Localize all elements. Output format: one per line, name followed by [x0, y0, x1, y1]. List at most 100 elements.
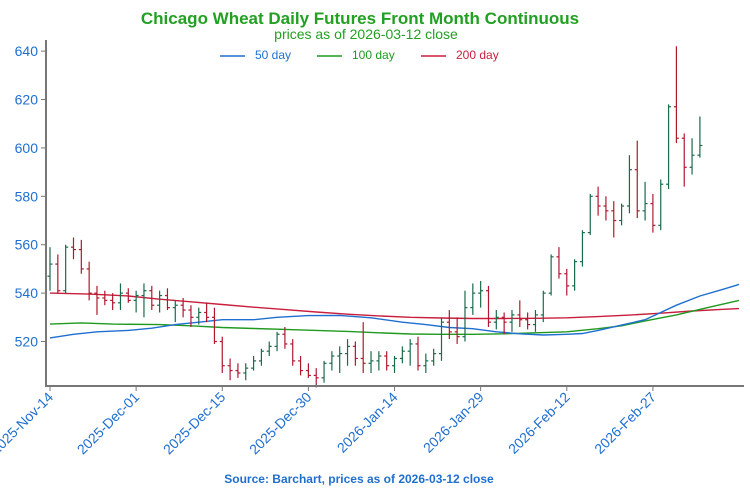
legend-label-100-day: 100 day: [352, 48, 395, 62]
ohlc-bar: [329, 351, 335, 371]
legend-label-200-day: 200 day: [456, 48, 499, 62]
ohlc-bar: [94, 285, 100, 315]
ohlc-bar: [587, 193, 593, 236]
ohlc-bar: [78, 239, 84, 274]
ohlc-bar: [55, 254, 61, 294]
x-tick-label: 2025-Nov-14: [0, 389, 56, 458]
ohlc-bar: [219, 336, 225, 373]
ohlc-bar: [251, 356, 257, 371]
ohlc-bar: [439, 317, 444, 361]
ohlc-bar: [305, 363, 311, 378]
ohlc-bar: [133, 290, 139, 313]
ohlc-bar: [407, 339, 413, 366]
ohlc-bar: [282, 327, 288, 349]
ohlc-bar: [689, 138, 695, 175]
ohlc-bar: [415, 336, 421, 371]
ohlc-bar: [63, 244, 69, 294]
ohlc-bar: [595, 186, 601, 216]
ohlc-bar: [188, 305, 194, 327]
ohlc-bar: [274, 331, 280, 352]
ohlc-bar: [525, 312, 531, 330]
chart-title: Chicago Wheat Daily Futures Front Month …: [141, 9, 579, 28]
ohlc-bar: [399, 346, 405, 364]
ohlc-bar: [117, 283, 123, 311]
legend-label-50-day: 50 day: [255, 48, 291, 62]
x-tick-label: 2026-Feb-12: [505, 389, 573, 457]
ohlc-bar: [579, 230, 585, 267]
legend: 50 day 100 day 200 day: [220, 48, 499, 62]
y-tick-label: 540: [15, 285, 39, 301]
ohlc-bar: [392, 356, 398, 373]
ohlc-bar: [313, 368, 319, 388]
ohlc-bar: [266, 341, 272, 357]
ohlc-bar: [384, 351, 390, 371]
ohlc-bar: [493, 310, 499, 330]
ohlc-bar: [86, 261, 92, 301]
ohlc-bar: [227, 358, 233, 381]
x-tick-label: 2026-Feb-27: [591, 389, 659, 457]
ohlc-bar: [149, 285, 155, 311]
ohlc-bar: [501, 312, 507, 335]
ohlc-bar: [548, 254, 554, 296]
ohlc-bar: [337, 346, 343, 373]
ohlc-bar: [345, 339, 351, 366]
ohlc-bar: [298, 356, 304, 376]
ohlc-bar: [110, 293, 116, 311]
ohlc-bar: [102, 290, 108, 306]
ohlc-bar: [196, 307, 202, 325]
line-200-day: [49, 292, 740, 320]
moving-average-lines: [49, 283, 740, 339]
ohlc-bar: [360, 322, 366, 373]
ohlc-bar: [454, 317, 460, 344]
ohlc-bar: [642, 181, 648, 221]
y-tick-label: 600: [15, 140, 39, 156]
chart-source: Source: Barchart, prices as of 2026-03-1…: [224, 472, 494, 486]
ohlc-bar: [446, 310, 452, 340]
y-tick-label: 580: [15, 188, 39, 204]
ohlc-bar: [611, 201, 617, 238]
ohlc-bar: [532, 310, 538, 332]
ohlc-bar: [540, 290, 546, 323]
ohlc-bar: [157, 290, 163, 313]
ohlc-bar: [47, 247, 53, 291]
x-tick-label: 2026-Jan-29: [420, 389, 487, 456]
y-axis-ticks: 520 540 560 580 600 620 640: [15, 43, 46, 350]
ohlc-bar: [321, 360, 327, 383]
ohlc-bar: [290, 339, 296, 366]
ohlc-bar: [556, 247, 562, 279]
ohlc-bar: [478, 281, 484, 308]
x-tick-label: 2025-Dec-15: [160, 389, 229, 458]
ohlc-bar: [634, 140, 640, 219]
y-tick-label: 560: [15, 237, 39, 253]
ohlc-bar: [352, 341, 358, 366]
ohlc-bar: [470, 283, 476, 315]
ohlc-bar: [697, 116, 703, 158]
line-100-day: [49, 299, 740, 335]
ohlc-bar: [650, 193, 656, 233]
x-tick-label: 2026-Jan-14: [334, 389, 401, 456]
ohlc-bar: [619, 203, 625, 226]
ohlc-bar: [431, 348, 437, 366]
ohlc-bar: [517, 300, 523, 327]
ohlc-bar: [681, 133, 687, 187]
y-tick-label: 640: [15, 43, 39, 59]
ohlc-bar: [626, 155, 632, 214]
ohlc-bar: [603, 196, 609, 221]
chart-subtitle: prices as of 2026-03-12 close: [274, 26, 458, 42]
ohlc-bar: [235, 363, 241, 378]
ohlc-bar: [172, 300, 178, 323]
ohlc-bar: [572, 259, 578, 291]
ohlc-bar: [509, 310, 515, 332]
ohlc-bar: [376, 351, 382, 371]
ohlc-bar: [564, 268, 570, 296]
ohlc-bar: [125, 288, 131, 303]
ohlc-bar: [243, 363, 249, 381]
ohlc-bar: [673, 46, 679, 144]
y-tick-label: 520: [15, 334, 39, 350]
ohlc-bar: [666, 104, 672, 190]
ohlc-bar: [462, 290, 468, 342]
ohlc-bar: [141, 283, 147, 318]
ohlc-bar: [70, 237, 76, 260]
x-axis-ticks: 2025-Nov-14 2025-Dec-01 2025-Dec-15 2025-De…: [0, 386, 659, 457]
